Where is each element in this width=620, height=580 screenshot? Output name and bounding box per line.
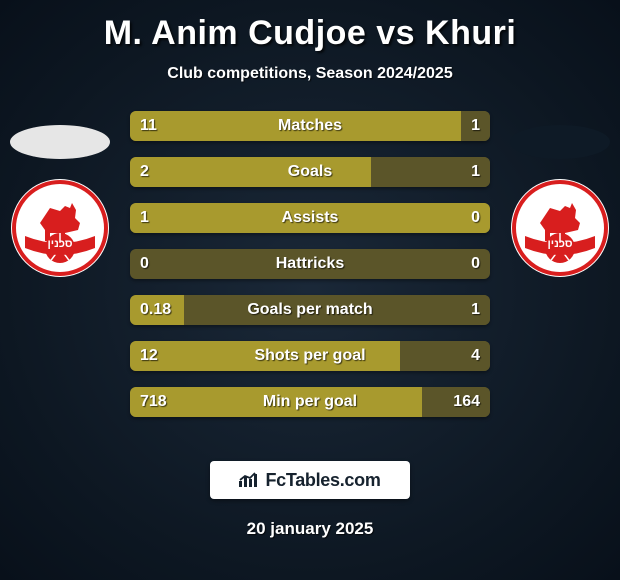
right-color-marker (510, 125, 610, 159)
stat-value-right: 1 (430, 117, 490, 135)
svg-text:סכנין: סכנין (47, 238, 72, 250)
stat-label: Assists (190, 209, 430, 227)
brand-badge[interactable]: FcTables.com (210, 461, 410, 499)
stat-value-right: 4 (430, 347, 490, 365)
stat-value-right: 0 (430, 209, 490, 227)
stat-label: Goals per match (190, 301, 430, 319)
brand-text: FcTables.com (265, 470, 380, 490)
stat-label: Goals (190, 163, 430, 181)
stat-value-left: 0.18 (130, 301, 190, 319)
stat-row: 11Matches1 (130, 111, 490, 141)
stat-value-left: 2 (130, 163, 190, 181)
comparison-area: סכנין סכנין 11Matches12Goals11Ass (0, 103, 620, 433)
stat-value-left: 12 (130, 347, 190, 365)
stat-label: Matches (190, 117, 430, 135)
stat-row: 1Assists0 (130, 203, 490, 233)
stat-value-left: 1 (130, 209, 190, 227)
stat-label: Min per goal (190, 393, 430, 411)
stat-label: Shots per goal (190, 347, 430, 365)
stat-value-right: 164 (430, 393, 490, 411)
stat-value-right: 1 (430, 301, 490, 319)
stat-row: 0.18Goals per match1 (130, 295, 490, 325)
stat-row: 2Goals1 (130, 157, 490, 187)
stat-value-right: 0 (430, 255, 490, 273)
stat-bars: 11Matches12Goals11Assists00Hattricks00.1… (130, 111, 490, 433)
stat-row: 0Hattricks0 (130, 249, 490, 279)
stat-value-left: 0 (130, 255, 190, 273)
stat-value-left: 11 (130, 117, 190, 135)
page-title: M. Anim Cudjoe vs Khuri (0, 0, 620, 53)
stat-label: Hattricks (190, 255, 430, 273)
left-color-marker (10, 125, 110, 159)
svg-text:סכנין: סכנין (547, 238, 572, 250)
brand-chart-icon (239, 462, 259, 500)
player-left-club-logo: סכנין (10, 178, 110, 278)
stat-row: 718Min per goal164 (130, 387, 490, 417)
page-subtitle: Club competitions, Season 2024/2025 (0, 65, 620, 83)
player-right-club-logo: סכנין (510, 178, 610, 278)
stat-value-right: 1 (430, 163, 490, 181)
stat-row: 12Shots per goal4 (130, 341, 490, 371)
report-date: 20 january 2025 (0, 519, 620, 539)
stat-value-left: 718 (130, 393, 190, 411)
